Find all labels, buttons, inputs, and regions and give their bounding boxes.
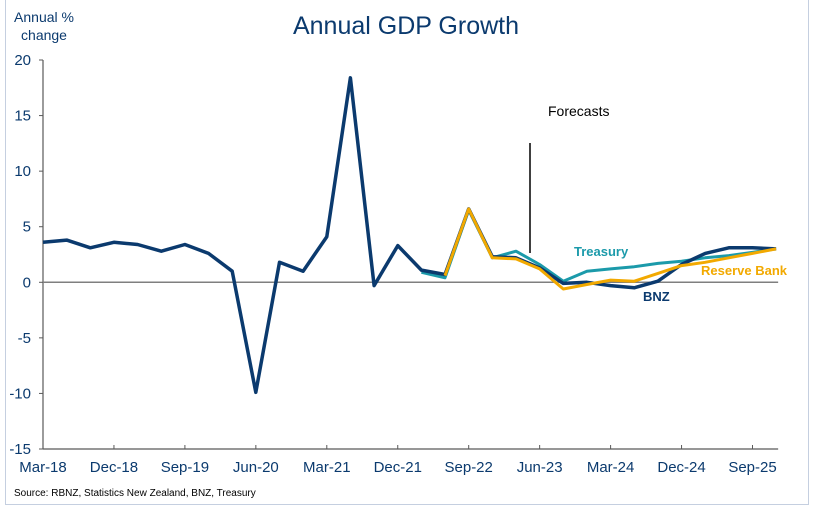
y-tick-label: 10 bbox=[14, 163, 31, 180]
series-label-reserve-bank: Reserve Bank bbox=[701, 263, 788, 278]
y-axis-label-line2: change bbox=[21, 27, 67, 43]
source-note: Source: RBNZ, Statistics New Zealand, BN… bbox=[14, 488, 256, 499]
y-tick-label: -10 bbox=[9, 385, 31, 402]
x-tick-label: Dec-24 bbox=[657, 459, 705, 476]
y-tick-label: -15 bbox=[9, 441, 31, 458]
y-axis-label-part1: Annual % bbox=[14, 9, 74, 25]
x-tick-label: Mar-24 bbox=[587, 459, 635, 476]
x-tick-label: Mar-21 bbox=[303, 459, 351, 476]
x-tick-label: Sep-22 bbox=[445, 459, 493, 476]
y-tick-label: 20 bbox=[14, 52, 31, 69]
x-tick-label: Mar-18 bbox=[19, 459, 67, 476]
x-tick-label: Dec-21 bbox=[374, 459, 422, 476]
x-tick-label: Sep-19 bbox=[161, 459, 209, 476]
forecasts-annotation: Forecasts bbox=[548, 103, 609, 119]
x-tick-label: Dec-18 bbox=[90, 459, 138, 476]
y-axis-label-line1: Annual % bbox=[14, 9, 74, 25]
series-line-bnz bbox=[42, 76, 777, 395]
y-axis-label-part2: change bbox=[21, 27, 67, 43]
x-tick-label: Jun-20 bbox=[233, 459, 279, 476]
y-tick-label: -5 bbox=[18, 330, 31, 347]
y-tick-label: 5 bbox=[23, 219, 31, 236]
series-label-treasury: Treasury bbox=[574, 244, 629, 259]
y-tick-label: 0 bbox=[23, 274, 31, 291]
series-label-bnz: BNZ bbox=[643, 289, 670, 304]
chart-title: Annual GDP Growth bbox=[293, 12, 519, 40]
series-labels: Treasury Reserve Bank BNZ bbox=[574, 244, 788, 304]
x-tick-label: Sep-25 bbox=[728, 459, 776, 476]
chart-frame bbox=[5, 0, 809, 505]
y-tick-label: 15 bbox=[14, 108, 31, 125]
x-tick-label: Jun-23 bbox=[517, 459, 563, 476]
series-group bbox=[42, 76, 777, 395]
